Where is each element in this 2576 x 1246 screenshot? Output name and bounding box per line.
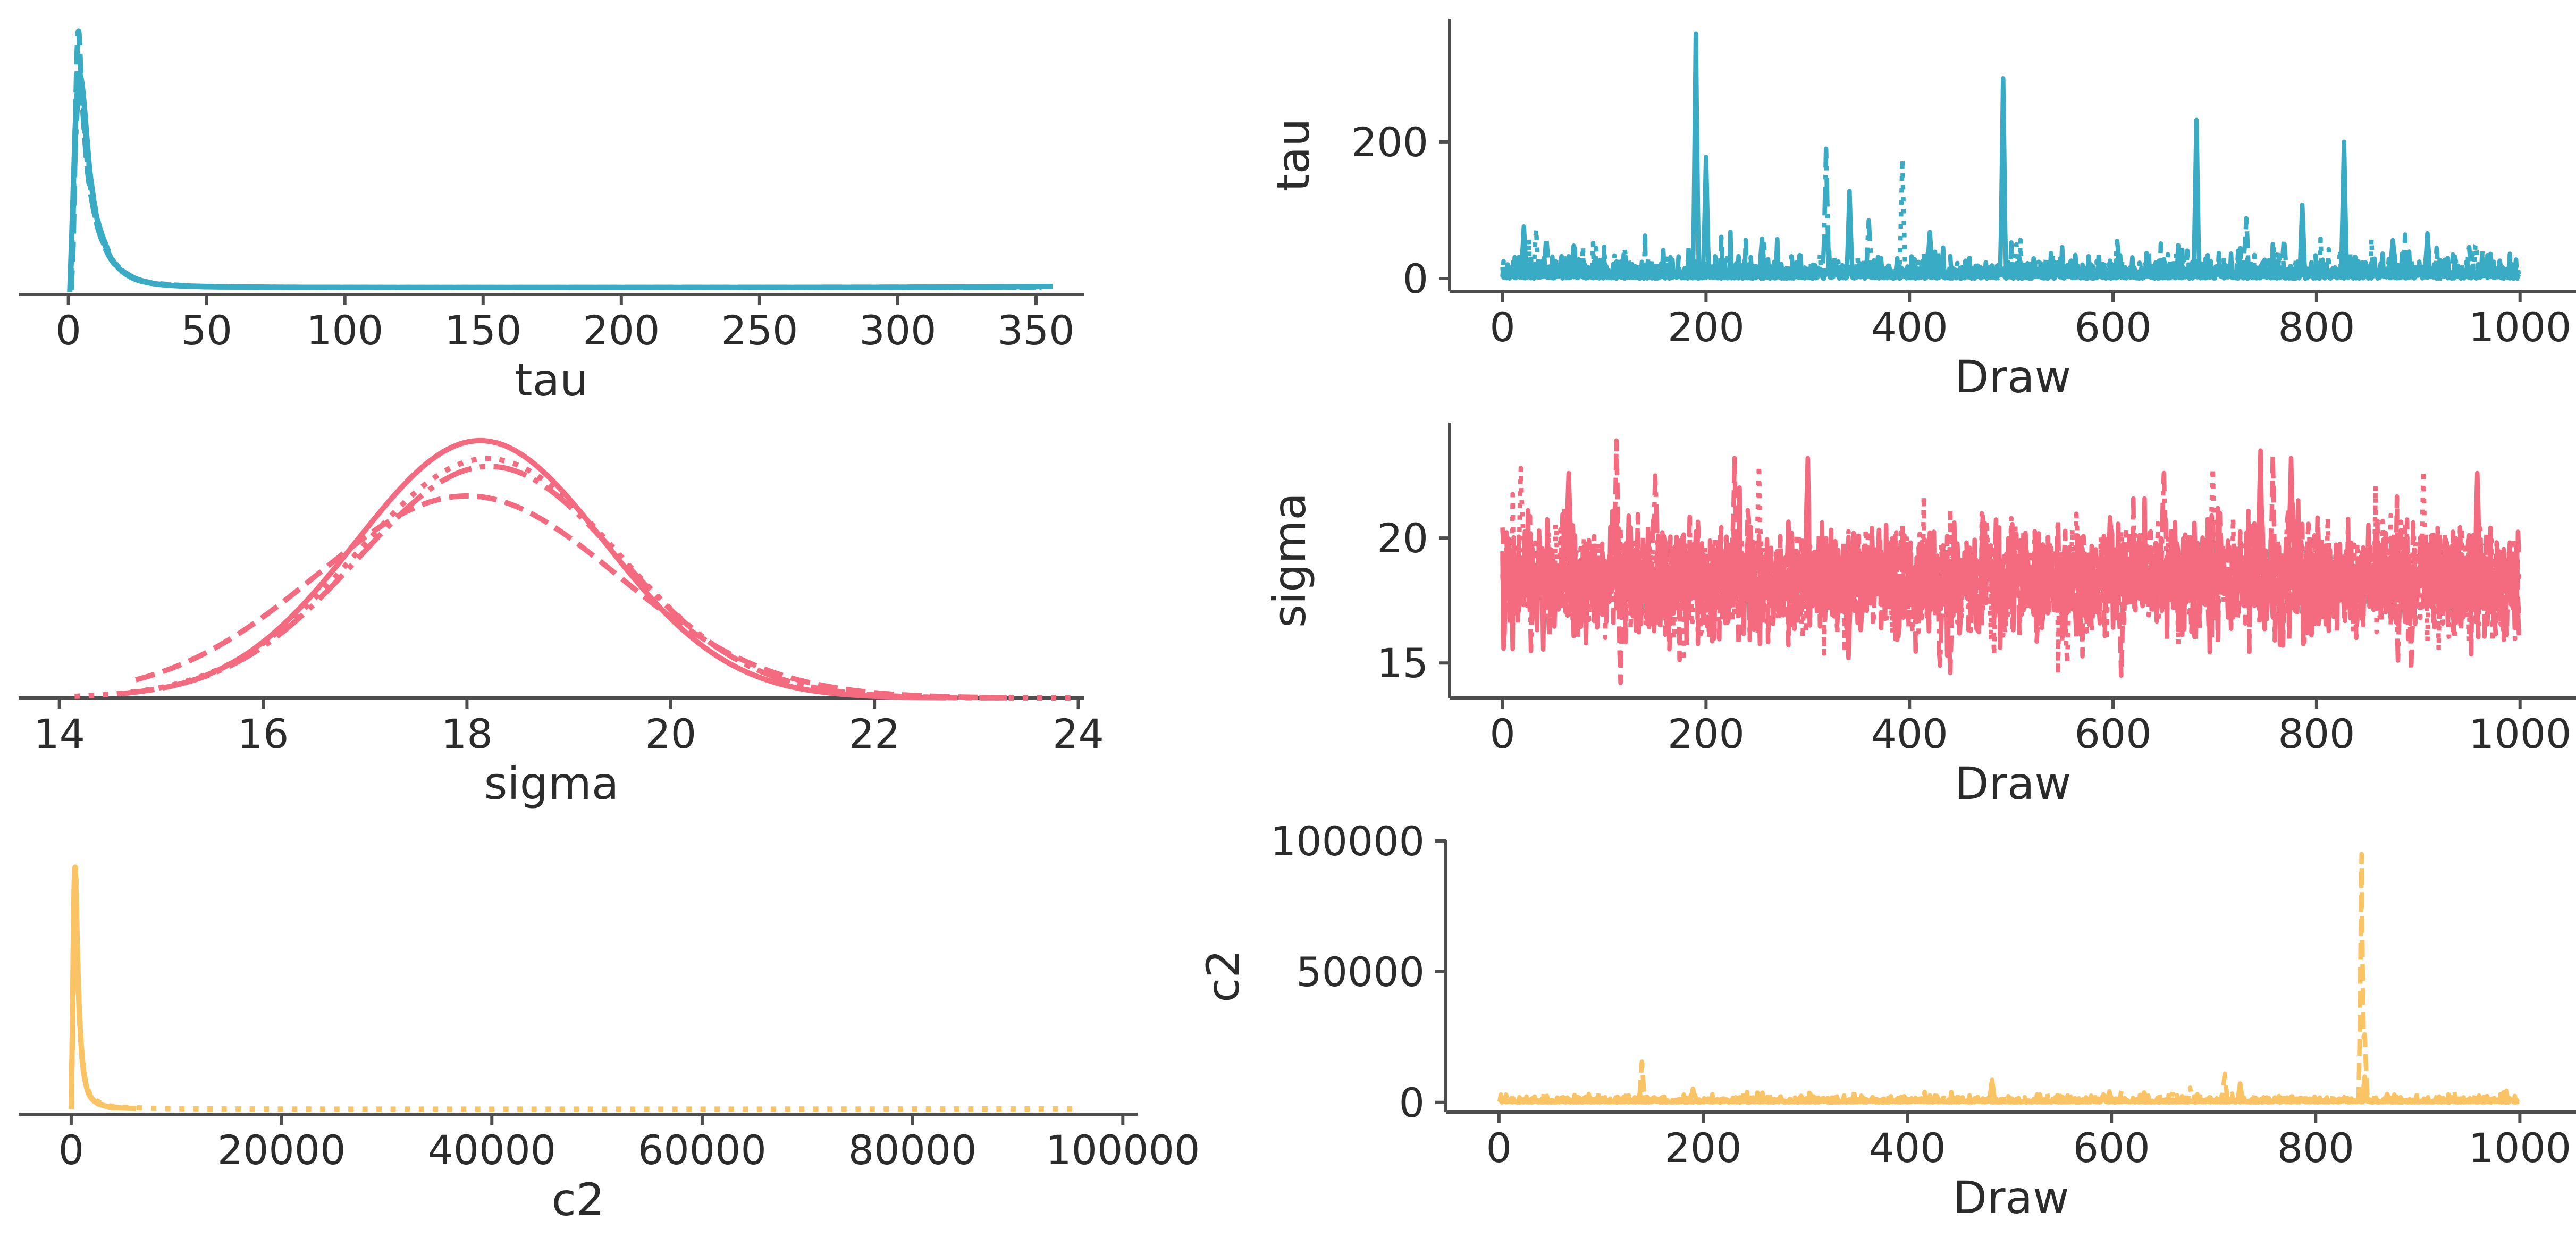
- y-tick-label: 200: [1351, 119, 1428, 166]
- y-tick-label: 15: [1377, 639, 1428, 687]
- kde-line-chain-1: [68, 28, 1023, 290]
- panel-c2-dist: 0 20000 40000 60000 80000 100000 c2: [19, 864, 1200, 1226]
- x-tick-label: 600: [2075, 710, 2152, 757]
- axis-ylabel: c2: [1197, 949, 1249, 1003]
- x-tick-label: 24: [1053, 710, 1104, 757]
- x-tick-label: 400: [1871, 710, 1948, 757]
- x-tick-label: 200: [583, 307, 660, 354]
- x-tick-label: 1000: [2469, 304, 2571, 351]
- trace-line-chain-0: [1500, 448, 2522, 661]
- kde-line-chain-3: [68, 864, 1076, 1112]
- kde-line-chain-1: [135, 493, 1012, 701]
- x-tick-label: 400: [1871, 304, 1948, 351]
- kde-line-chain-0: [67, 73, 1053, 292]
- axis-xlabel: tau: [515, 354, 588, 406]
- x-tick-label: 60000: [638, 1126, 767, 1174]
- panel-sigma-dist: 14 16 18 20 22 24 sigma: [19, 437, 1104, 810]
- panel-tau-dist: 0 50 100 150 200 250 300 350 tau: [19, 28, 1084, 406]
- x-tick-label: 22: [849, 710, 900, 757]
- x-tick-label: 40000: [427, 1126, 556, 1174]
- x-tick-label: 350: [997, 307, 1074, 354]
- x-tick-label: 600: [2073, 1124, 2150, 1172]
- x-tick-label: 100: [306, 307, 383, 354]
- x-tick-label: 0: [58, 1126, 84, 1174]
- kde-line-chain-2: [120, 464, 1007, 701]
- x-tick-label: 100000: [1046, 1126, 1200, 1174]
- x-tick-label: 200: [1668, 304, 1745, 351]
- trace-line-chain-0: [1497, 1074, 2520, 1105]
- x-tick-label: 250: [721, 307, 798, 354]
- y-tick-label: 20: [1377, 515, 1428, 562]
- x-tick-label: 20: [645, 710, 696, 757]
- x-tick-label: 18: [441, 710, 493, 757]
- panel-c2-trace: 0 200 400 600 800 1000 0 50000 100000 Draw c2: [1197, 818, 2576, 1224]
- x-tick-label: 800: [2278, 304, 2355, 351]
- x-tick-label: 0: [1489, 710, 1515, 757]
- y-tick-label: 0: [1399, 1079, 1425, 1126]
- kde-line-chain-3: [68, 57, 1042, 290]
- y-tick-label: 50000: [1296, 948, 1425, 996]
- x-tick-label: 14: [33, 710, 85, 757]
- panel-tau-trace: 0 200 400 600 800 1000 0 200 Draw tau: [1267, 19, 2576, 403]
- x-tick-label: 400: [1869, 1124, 1946, 1172]
- axis-ylabel: sigma: [1264, 493, 1316, 628]
- x-tick-label: 16: [238, 710, 289, 757]
- x-tick-label: 200: [1668, 710, 1745, 757]
- axis-xlabel: c2: [552, 1174, 605, 1226]
- kde-line-chain-3: [74, 456, 1073, 701]
- x-tick-label: 0: [55, 307, 81, 354]
- y-tick-label: 0: [1403, 255, 1428, 302]
- x-tick-label: 200: [1664, 1124, 1741, 1172]
- x-tick-label: 150: [444, 307, 521, 354]
- x-tick-label: 800: [2278, 710, 2355, 757]
- axis-xlabel: Draw: [1955, 351, 2071, 403]
- x-tick-label: 1000: [2469, 710, 2571, 757]
- x-tick-label: 1000: [2469, 1124, 2571, 1172]
- kde-line-chain-0: [68, 865, 137, 1112]
- x-tick-label: 20000: [217, 1126, 346, 1174]
- x-tick-label: 50: [181, 307, 232, 354]
- x-tick-label: 800: [2277, 1124, 2354, 1172]
- y-tick-label: 100000: [1270, 818, 1425, 865]
- trace-line-chain-2: [1500, 146, 2521, 281]
- x-tick-label: 0: [1489, 304, 1515, 351]
- x-tick-label: 600: [2075, 304, 2152, 351]
- x-tick-label: 80000: [848, 1126, 977, 1174]
- axis-xlabel: Draw: [1952, 1172, 2069, 1224]
- trace-line-chain-1: [1497, 852, 2520, 1105]
- trace-line-chain-0: [1500, 31, 2521, 281]
- x-tick-label: 0: [1486, 1124, 1512, 1172]
- x-tick-label: 300: [859, 307, 936, 354]
- axis-xlabel: sigma: [484, 757, 619, 810]
- panel-sigma-trace: 0 200 400 600 800 1000 15 20 Draw sigma: [1264, 423, 2576, 810]
- axis-xlabel: Draw: [1955, 757, 2071, 810]
- kde-line-chain-2: [67, 83, 1037, 290]
- axis-ylabel: tau: [1267, 119, 1319, 192]
- kde-line-chain-0: [165, 437, 946, 701]
